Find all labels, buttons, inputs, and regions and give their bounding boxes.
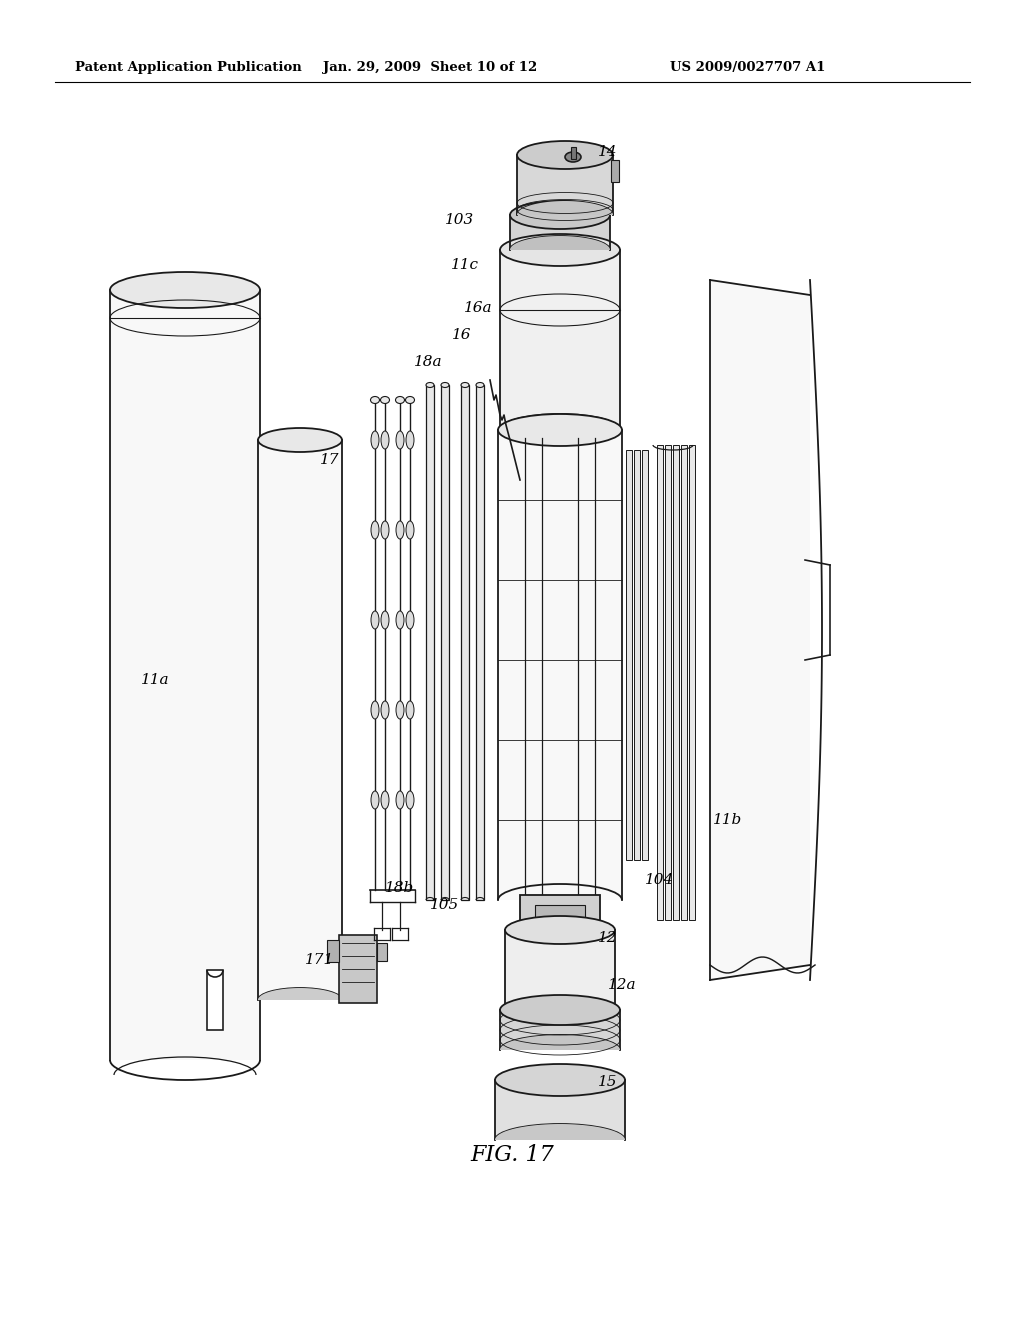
Text: 12a: 12a (607, 978, 636, 993)
Polygon shape (517, 154, 613, 215)
Ellipse shape (500, 234, 620, 267)
Bar (642, 450, 648, 861)
Bar (207, 970, 223, 1030)
Ellipse shape (500, 995, 620, 1026)
Bar (441, 385, 449, 900)
Text: 11c: 11c (451, 257, 479, 272)
Ellipse shape (371, 432, 379, 449)
Ellipse shape (381, 611, 389, 630)
Polygon shape (258, 987, 342, 1001)
Ellipse shape (406, 611, 414, 630)
Ellipse shape (371, 396, 380, 404)
Polygon shape (710, 280, 810, 979)
Text: 16a: 16a (464, 301, 493, 315)
Ellipse shape (406, 432, 414, 449)
Ellipse shape (441, 383, 449, 388)
Bar (689, 445, 695, 920)
Text: 18b: 18b (385, 880, 415, 895)
Polygon shape (505, 931, 615, 1010)
Ellipse shape (381, 396, 389, 404)
Bar (461, 385, 469, 900)
Polygon shape (495, 1125, 625, 1140)
Ellipse shape (395, 396, 404, 404)
Ellipse shape (381, 791, 389, 809)
Text: US 2009/0027707 A1: US 2009/0027707 A1 (670, 62, 825, 74)
Polygon shape (500, 1010, 620, 1049)
Text: 18a: 18a (414, 355, 442, 370)
Polygon shape (500, 1035, 620, 1049)
Ellipse shape (110, 272, 260, 308)
Ellipse shape (505, 916, 615, 944)
Polygon shape (498, 430, 622, 900)
Ellipse shape (381, 521, 389, 539)
Bar (426, 385, 434, 900)
Ellipse shape (371, 791, 379, 809)
Bar (520, 895, 600, 925)
Ellipse shape (406, 791, 414, 809)
Bar (634, 450, 640, 861)
Bar (476, 385, 484, 900)
Text: Jan. 29, 2009  Sheet 10 of 12: Jan. 29, 2009 Sheet 10 of 12 (323, 62, 538, 74)
Bar (626, 450, 632, 861)
Ellipse shape (396, 521, 404, 539)
Polygon shape (510, 236, 610, 249)
Bar (673, 445, 679, 920)
Ellipse shape (532, 205, 588, 226)
Polygon shape (110, 290, 260, 1060)
Text: 14: 14 (598, 145, 617, 158)
Text: 103: 103 (445, 213, 475, 227)
Ellipse shape (396, 432, 404, 449)
Ellipse shape (396, 791, 404, 809)
Text: 104: 104 (645, 873, 675, 887)
Ellipse shape (381, 432, 389, 449)
Bar (377, 942, 387, 961)
Bar (339, 935, 377, 1003)
Ellipse shape (538, 1073, 583, 1086)
Ellipse shape (476, 383, 484, 388)
Bar (657, 445, 663, 920)
Text: 11a: 11a (140, 673, 169, 686)
Bar (611, 160, 618, 182)
Ellipse shape (461, 383, 469, 388)
Polygon shape (258, 440, 342, 1001)
Ellipse shape (510, 201, 610, 228)
Text: 16: 16 (453, 327, 472, 342)
Text: 105: 105 (430, 898, 460, 912)
Polygon shape (505, 997, 615, 1010)
Polygon shape (495, 1080, 625, 1140)
Ellipse shape (565, 152, 581, 162)
Ellipse shape (371, 701, 379, 719)
Ellipse shape (396, 701, 404, 719)
Bar (535, 906, 585, 920)
Text: 15: 15 (598, 1074, 617, 1089)
Text: 171: 171 (305, 953, 335, 968)
Polygon shape (510, 215, 610, 249)
Ellipse shape (396, 611, 404, 630)
Polygon shape (500, 414, 620, 430)
Ellipse shape (406, 701, 414, 719)
Ellipse shape (498, 414, 622, 446)
Ellipse shape (371, 521, 379, 539)
Bar (665, 445, 671, 920)
Text: 12: 12 (598, 931, 617, 945)
Bar (571, 147, 575, 158)
Ellipse shape (426, 383, 434, 388)
Ellipse shape (406, 521, 414, 539)
Text: Patent Application Publication: Patent Application Publication (75, 62, 302, 74)
Text: 17: 17 (321, 453, 340, 467)
Ellipse shape (381, 701, 389, 719)
Bar (327, 940, 339, 962)
Polygon shape (517, 201, 613, 215)
Polygon shape (500, 249, 620, 430)
Ellipse shape (406, 396, 415, 404)
Text: 11b: 11b (714, 813, 742, 828)
Bar (681, 445, 687, 920)
Ellipse shape (495, 1064, 625, 1096)
Text: FIG. 17: FIG. 17 (470, 1144, 554, 1166)
Ellipse shape (517, 141, 613, 169)
Ellipse shape (258, 428, 342, 451)
Ellipse shape (371, 611, 379, 630)
